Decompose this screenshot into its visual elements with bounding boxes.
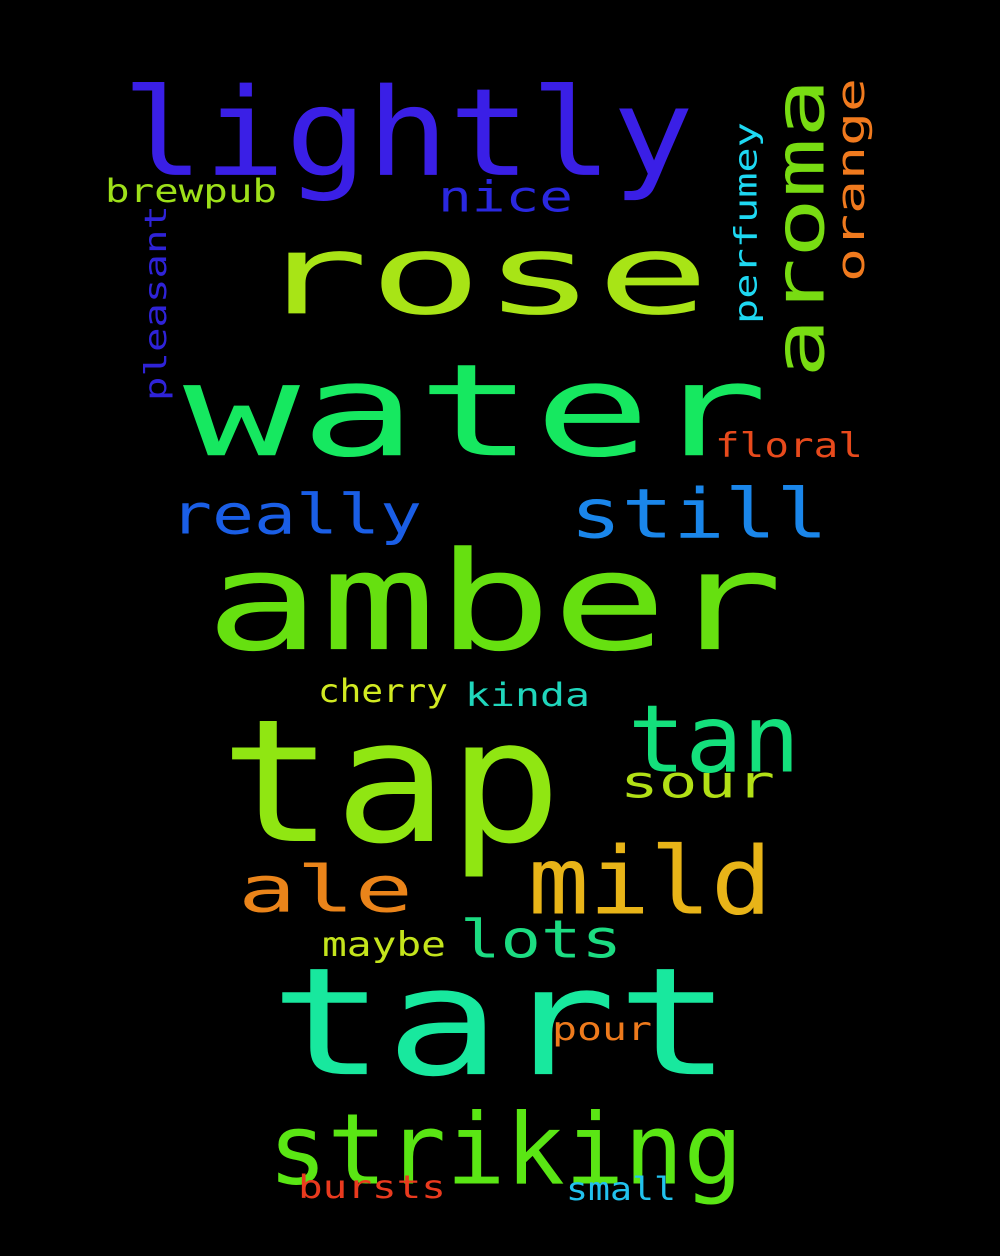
- word-really: really: [170, 482, 422, 547]
- word-striking: striking: [268, 1094, 743, 1208]
- word-pour: pour: [552, 1010, 652, 1048]
- word-perfumey: perfumey: [728, 122, 764, 324]
- word-aroma: aroma: [761, 78, 840, 378]
- word-bursts: bursts: [298, 1168, 446, 1206]
- word-water: water: [183, 336, 768, 486]
- word-maybe: maybe: [322, 924, 446, 964]
- word-rose: rose: [255, 210, 710, 340]
- word-kinda: kinda: [465, 676, 590, 714]
- word-ale: ale: [238, 853, 413, 927]
- word-mild: mild: [528, 827, 772, 937]
- word-tap: tap: [220, 683, 562, 882]
- word-still: still: [570, 475, 828, 554]
- word-brewpub: brewpub: [105, 172, 277, 210]
- word-tart: tart: [270, 935, 732, 1110]
- word-tan: tan: [628, 685, 800, 794]
- word-orange: orange: [829, 78, 874, 282]
- word-nice: nice: [438, 172, 573, 222]
- word-cherry: cherry: [318, 673, 448, 711]
- word-small: small: [566, 1171, 676, 1209]
- word-amber: amber: [205, 523, 783, 682]
- word-sour: sour: [620, 757, 775, 808]
- word-floral: floral: [715, 425, 863, 465]
- word-lightly: lightly: [122, 64, 694, 204]
- word-lots: lots: [460, 909, 622, 970]
- word-pleasant: pleasant: [139, 205, 173, 401]
